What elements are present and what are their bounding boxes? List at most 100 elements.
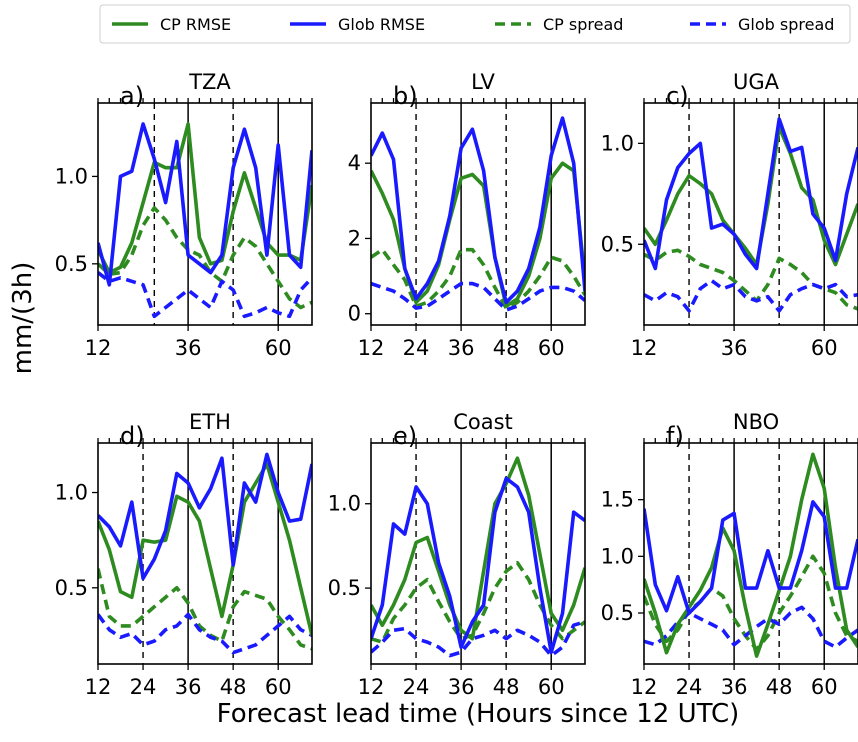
series-line-glob-spread xyxy=(644,278,858,313)
series-line-cp-rmse xyxy=(644,125,858,267)
panel-title: LV xyxy=(471,70,495,94)
plot-area-coast xyxy=(371,443,585,664)
x-tick-label: 36 xyxy=(175,675,202,699)
y-tick-label: 0.5 xyxy=(55,576,88,600)
series-line-cp-rmse xyxy=(98,122,312,275)
x-axis-label: Forecast lead time (Hours since 12 UTC) xyxy=(217,699,740,729)
series-line-glob-spread xyxy=(371,620,585,658)
series-line-glob-rmse xyxy=(371,116,585,305)
panel-letter: e) xyxy=(393,422,417,450)
plot-area-uga xyxy=(644,103,858,325)
x-tick-label: 12 xyxy=(85,336,112,360)
legend-label-cp-spread: CP spread xyxy=(543,15,623,34)
legend-item-cp-rmse: CP RMSE xyxy=(112,15,231,34)
y-tick-label: 1.0 xyxy=(55,481,88,505)
plot-area-lv xyxy=(371,103,585,325)
series-line-cp-spread xyxy=(371,560,585,644)
panel-letter: c) xyxy=(666,82,689,110)
x-tick-label: 60 xyxy=(265,336,292,360)
panel-title: TZA xyxy=(188,70,231,94)
x-tick-label: 48 xyxy=(766,675,793,699)
series-line-glob-rmse xyxy=(644,117,858,271)
x-tick-label: 12 xyxy=(358,336,385,360)
panel-title: ETH xyxy=(189,410,231,434)
y-tick-label: 1.0 xyxy=(601,131,634,155)
y-tick-label: 0.5 xyxy=(328,576,361,600)
panel-eth: 12 24 36 48 60 0.5 1.0 d) ETH xyxy=(55,410,313,699)
axes-frame xyxy=(643,442,858,665)
series-line-glob-spread xyxy=(98,612,312,655)
axes-frame xyxy=(370,442,586,665)
legend-item-glob-rmse: Glob RMSE xyxy=(290,15,425,34)
legend-box xyxy=(99,4,851,44)
series-line-cp-rmse xyxy=(371,456,585,641)
axes-frame xyxy=(97,102,313,326)
x-tick-label: 60 xyxy=(538,675,565,699)
x-tick-label: 24 xyxy=(130,675,157,699)
x-tick-label: 36 xyxy=(721,675,748,699)
panel-letter: d) xyxy=(120,422,145,450)
x-tick-label: 36 xyxy=(448,336,475,360)
y-tick-label: 0 xyxy=(348,302,361,326)
panel-letter: b) xyxy=(393,82,418,110)
series-line-glob-rmse xyxy=(644,500,858,615)
series-line-glob-rmse xyxy=(98,452,312,581)
series-line-glob-rmse xyxy=(98,122,312,287)
plot-area-tza xyxy=(98,103,312,325)
x-tick-label: 60 xyxy=(811,675,838,699)
panel-title: Coast xyxy=(453,410,513,434)
x-tick-label: 48 xyxy=(220,675,247,699)
series-line-cp-spread xyxy=(98,206,312,310)
y-tick-label: 1.0 xyxy=(55,164,88,188)
x-tick-label: 12 xyxy=(85,675,112,699)
x-tick-label: 36 xyxy=(721,336,748,360)
x-tick-label: 60 xyxy=(811,336,838,360)
y-tick-label: 1.5 xyxy=(601,488,634,512)
x-tick-label: 24 xyxy=(676,675,703,699)
series-line-glob-spread xyxy=(98,271,312,319)
y-tick-label: 0.5 xyxy=(55,252,88,276)
series-line-cp-rmse xyxy=(644,452,858,658)
y-tick-label: 0.5 xyxy=(601,232,634,256)
series-line-cp-spread xyxy=(98,568,312,651)
axes-frame xyxy=(370,102,586,326)
x-tick-label: 24 xyxy=(403,675,430,699)
legend: CP RMSE Glob RMSE CP spread Glob spread xyxy=(99,4,851,44)
series-line-glob-spread xyxy=(371,281,585,312)
legend-item-cp-spread: CP spread xyxy=(495,15,623,34)
series-line-cp-rmse xyxy=(98,462,312,636)
y-axis-label: mm/(3h) xyxy=(8,262,38,375)
plot-area-nbo xyxy=(644,443,858,664)
x-tick-label: 60 xyxy=(265,675,292,699)
x-tick-label: 36 xyxy=(448,675,475,699)
y-tick-label: 0.5 xyxy=(601,601,634,625)
x-tick-label: 36 xyxy=(175,336,202,360)
panel-uga: 12 36 60 0.5 1.0 c) UGA xyxy=(601,70,858,360)
y-tick-label: 4 xyxy=(348,151,361,175)
panel-coast: 12 24 36 48 60 0.5 1.0 e) Coast xyxy=(328,410,586,699)
x-tick-label: 48 xyxy=(493,675,520,699)
series-line-cp-spread xyxy=(644,554,858,652)
legend-label-glob-spread: Glob spread xyxy=(738,15,834,34)
axes-frame xyxy=(643,102,858,326)
x-tick-label: 12 xyxy=(631,675,658,699)
x-tick-label: 12 xyxy=(631,336,658,360)
x-tick-label: 60 xyxy=(538,336,565,360)
legend-items: CP RMSE Glob RMSE CP spread Glob spread xyxy=(112,15,834,34)
legend-item-glob-spread: Glob spread xyxy=(690,15,834,34)
y-tick-label: 1.0 xyxy=(328,492,361,516)
panel-letter: f) xyxy=(666,422,684,450)
series-line-cp-spread xyxy=(644,248,858,311)
y-tick-label: 2 xyxy=(348,226,361,250)
x-tick-label: 24 xyxy=(403,336,430,360)
axes-frame xyxy=(97,442,313,665)
legend-label-cp-rmse: CP RMSE xyxy=(160,15,231,34)
x-tick-label: 48 xyxy=(493,336,520,360)
plot-area-eth xyxy=(98,443,312,664)
panel-title: NBO xyxy=(733,410,779,434)
series-line-glob-rmse xyxy=(371,476,585,655)
series-line-cp-spread xyxy=(371,247,585,310)
panel-title: UGA xyxy=(733,70,780,94)
